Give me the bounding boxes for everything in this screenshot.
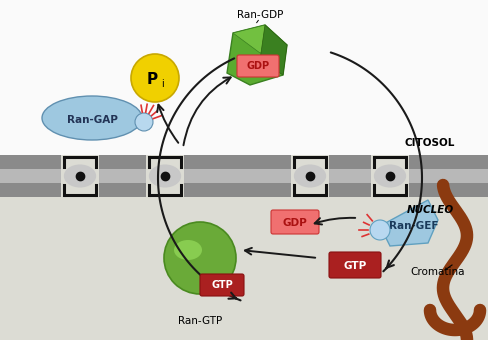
Text: GDP: GDP [246,61,269,71]
Text: GTP: GTP [211,280,232,290]
FancyBboxPatch shape [270,210,318,234]
Bar [0,0,488,163]
Text: Ran-GAP: Ran-GAP [66,115,117,125]
Text: GTP: GTP [343,261,366,271]
Ellipse shape [373,165,406,188]
Circle shape [131,54,179,102]
Ellipse shape [42,96,142,140]
FancyBboxPatch shape [200,274,244,296]
Polygon shape [379,200,437,246]
Bar [0,169,488,183]
FancyBboxPatch shape [237,55,279,77]
Circle shape [163,222,236,294]
Text: CITOSOL: CITOSOL [404,138,454,148]
Ellipse shape [64,165,96,188]
Text: NÚCLEO: NÚCLEO [406,205,453,215]
Text: i: i [160,79,163,89]
Bar [0,155,488,169]
Text: Ran-GTP: Ran-GTP [178,316,222,326]
Ellipse shape [293,165,325,188]
Ellipse shape [148,165,181,188]
Text: P: P [146,72,157,87]
Bar [290,155,328,197]
Polygon shape [232,25,286,53]
Bar [146,155,183,197]
Circle shape [135,113,153,131]
Ellipse shape [174,240,202,260]
Text: Ran-GDP: Ran-GDP [236,10,283,20]
Polygon shape [226,25,286,85]
Polygon shape [260,25,286,75]
Circle shape [369,220,389,240]
Text: Cromatina: Cromatina [409,267,464,277]
Bar [370,155,408,197]
Text: GDP: GDP [282,218,307,228]
Bar [0,192,488,340]
FancyBboxPatch shape [328,252,380,278]
Bar [0,183,488,197]
Text: Ran-GEF: Ran-GEF [388,221,438,231]
Bar [61,155,99,197]
